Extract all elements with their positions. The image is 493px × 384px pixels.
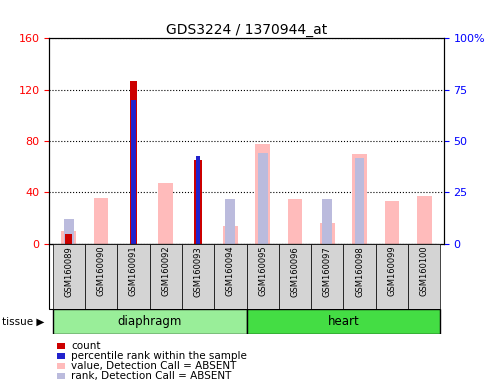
Bar xyxy=(246,309,440,334)
Text: GSM160100: GSM160100 xyxy=(420,246,429,296)
Bar xyxy=(255,144,270,244)
Bar xyxy=(62,231,76,244)
Bar xyxy=(279,244,311,309)
Bar xyxy=(182,244,214,309)
Text: count: count xyxy=(71,341,101,351)
Bar xyxy=(85,244,117,309)
Text: GSM160096: GSM160096 xyxy=(290,246,299,296)
Bar xyxy=(246,244,279,309)
Bar xyxy=(94,198,108,244)
Bar xyxy=(225,199,235,244)
Bar xyxy=(131,100,136,244)
Bar xyxy=(258,154,268,244)
Text: GSM160095: GSM160095 xyxy=(258,246,267,296)
Text: GSM160099: GSM160099 xyxy=(387,246,396,296)
Bar xyxy=(196,156,200,244)
Text: percentile rank within the sample: percentile rank within the sample xyxy=(71,351,247,361)
Bar xyxy=(130,81,137,244)
Text: GSM160089: GSM160089 xyxy=(64,246,73,296)
Bar xyxy=(355,157,364,244)
Bar xyxy=(158,184,173,244)
Text: rank, Detection Call = ABSENT: rank, Detection Call = ABSENT xyxy=(71,371,232,381)
Text: GSM160098: GSM160098 xyxy=(355,246,364,296)
Bar xyxy=(53,309,246,334)
Text: value, Detection Call = ABSENT: value, Detection Call = ABSENT xyxy=(71,361,237,371)
Bar xyxy=(322,199,332,244)
Text: tissue ▶: tissue ▶ xyxy=(2,316,45,326)
Bar xyxy=(385,202,399,244)
Bar xyxy=(417,196,431,244)
Bar xyxy=(344,244,376,309)
Bar xyxy=(64,219,73,244)
Text: GSM160090: GSM160090 xyxy=(97,246,106,296)
Bar xyxy=(149,244,182,309)
Title: GDS3224 / 1370944_at: GDS3224 / 1370944_at xyxy=(166,23,327,37)
Bar xyxy=(320,223,335,244)
Bar xyxy=(117,244,149,309)
Bar xyxy=(311,244,344,309)
Bar xyxy=(288,199,302,244)
Bar xyxy=(408,244,440,309)
Bar xyxy=(194,161,202,244)
Bar xyxy=(352,154,367,244)
Text: GSM160092: GSM160092 xyxy=(161,246,170,296)
Text: GSM160097: GSM160097 xyxy=(323,246,332,296)
Text: heart: heart xyxy=(328,315,359,328)
Bar xyxy=(214,244,246,309)
Bar xyxy=(65,233,72,244)
Bar xyxy=(53,244,85,309)
Text: GSM160093: GSM160093 xyxy=(194,246,203,296)
Bar xyxy=(376,244,408,309)
Text: GSM160094: GSM160094 xyxy=(226,246,235,296)
Text: diaphragm: diaphragm xyxy=(117,315,182,328)
Text: GSM160091: GSM160091 xyxy=(129,246,138,296)
Bar xyxy=(223,226,238,244)
